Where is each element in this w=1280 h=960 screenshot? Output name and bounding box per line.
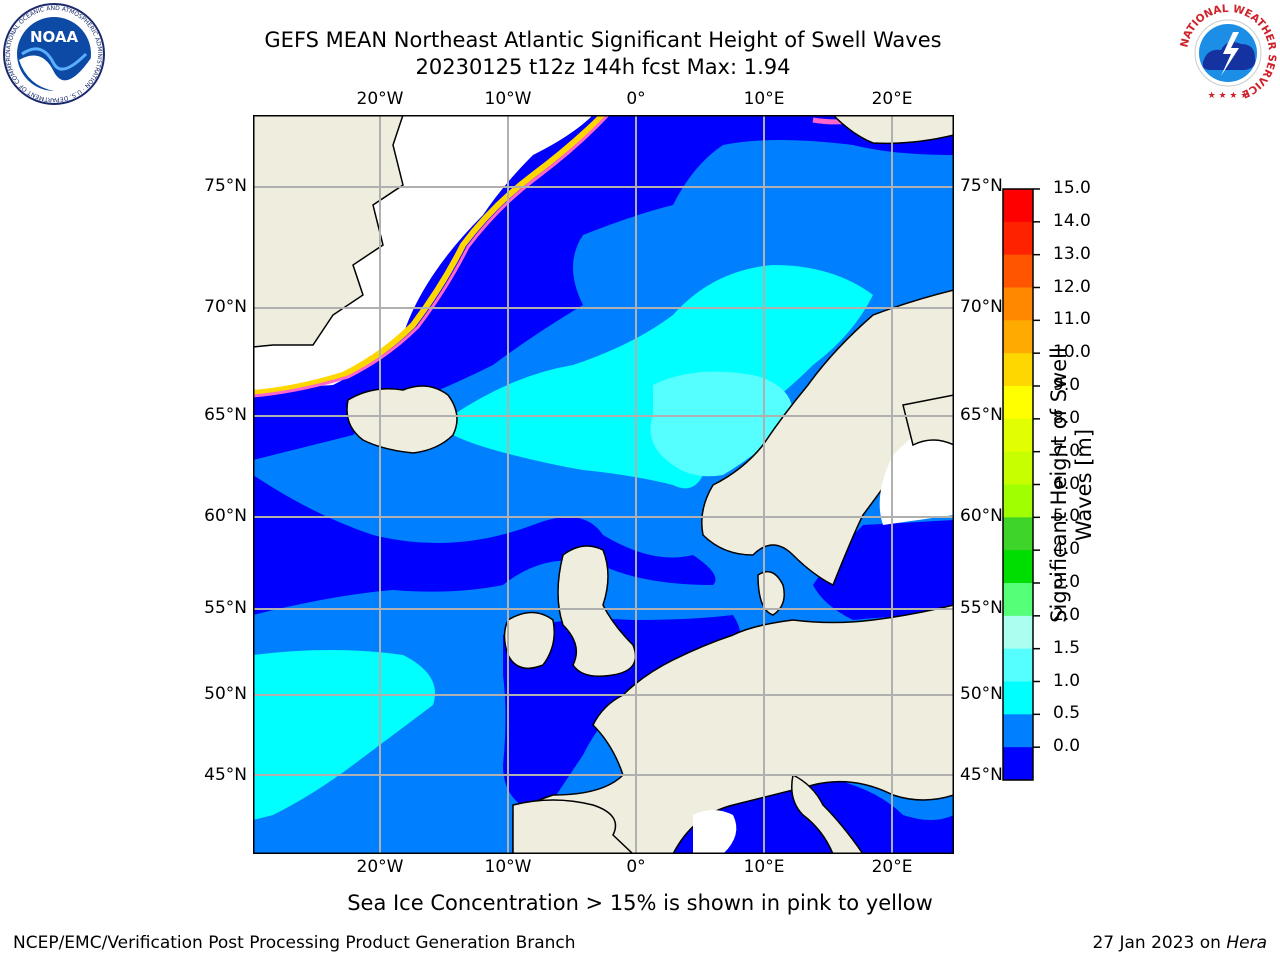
colorbar-tick-label: 1.5 [1053, 637, 1081, 658]
lat-label-right-50n: 50°N [960, 684, 1003, 704]
sea-ice-edge [253, 115, 606, 396]
ocean-higher-band [650, 371, 793, 477]
colorbar-tick-label: 6.0 [1053, 473, 1081, 494]
lat-label-left-55n: 55°N [204, 598, 247, 618]
colorbar-swatch [1003, 287, 1033, 321]
footer-host: Hera [1226, 933, 1267, 953]
lon-label-top-10e: 10°E [743, 89, 785, 109]
colorbar-swatch [1003, 254, 1033, 288]
lon-label-bottom-20e: 20°E [871, 857, 913, 877]
lat-label-left-75n: 75°N [204, 176, 247, 196]
ireland-land [503, 611, 555, 670]
ocean-high-band-norwegian [453, 265, 873, 489]
colorbar-tick-label: 8.0 [1053, 407, 1081, 428]
map-title: GEFS MEAN Northeast Atlantic Significant… [264, 28, 942, 52]
colorbar-swatch [1003, 550, 1033, 584]
footer-branch: NCEP/EMC/Verification Post Processing Pr… [13, 933, 576, 953]
nws-stars-icon: ★ ★ ★ ★ [1208, 91, 1249, 101]
sea-ice-edge-inner [253, 115, 610, 398]
colorbar-swatch [1003, 386, 1033, 420]
colorbar-swatch [1003, 747, 1033, 781]
lat-label-right-70n: 70°N [960, 297, 1003, 317]
colorbar-swatch [1003, 714, 1033, 748]
colorbar-swatch [1003, 615, 1033, 650]
colorbar-tick-label: 5.0 [1053, 506, 1081, 527]
iceland-land [346, 385, 458, 454]
colorbar-swatch [1003, 320, 1033, 354]
lat-label-right-75n: 75°N [960, 176, 1003, 196]
lon-label-bottom-10e: 10°E [743, 857, 785, 877]
med-nodata [693, 810, 737, 854]
nws-logo: NATIONAL WEATHER SERVICE ★ ★ ★ ★ [1178, 3, 1278, 102]
colorbar-tick-label: 7.0 [1053, 440, 1081, 461]
colorbar-swatch [1003, 648, 1033, 682]
italy-land [791, 773, 864, 854]
lat-label-left-60n: 60°N [204, 506, 247, 526]
lat-label-left-65n: 65°N [204, 405, 247, 425]
colorbar-tick-label: 2.0 [1053, 604, 1081, 625]
noaa-logo: NOAA NATIONAL OCEANIC AND ATMOSPHERIC AD… [2, 2, 105, 105]
colorbar-tick-label: 1.0 [1053, 670, 1081, 691]
colorbar-swatch [1003, 451, 1033, 485]
colorbar-swatch [1003, 484, 1033, 518]
lat-label-right-65n: 65°N [960, 405, 1003, 425]
lon-label-bottom-10w: 10°W [484, 857, 532, 877]
ocean-low-band-middle [253, 475, 716, 615]
great-britain-land [557, 545, 637, 677]
ocean-high-band-atlantic [253, 650, 435, 820]
colorbar-title-line1: Significant Height of Swell [1047, 347, 1071, 623]
lat-label-right-45n: 45°N [960, 765, 1003, 785]
colorbar [1002, 188, 1040, 781]
footer-date-text: 27 Jan 2023 on [1092, 933, 1227, 953]
lat-label-left-70n: 70°N [204, 297, 247, 317]
lon-label-bottom-20w: 20°W [356, 857, 404, 877]
lat-label-right-55n: 55°N [960, 598, 1003, 618]
lat-label-left-50n: 50°N [204, 684, 247, 704]
colorbar-tick-label: 12.0 [1053, 276, 1091, 297]
footer-date: 27 Jan 2023 on Hera [1092, 933, 1267, 953]
colorbar-swatch [1003, 517, 1033, 551]
colorbar-tick-label: 14.0 [1053, 210, 1091, 231]
colorbar-swatch [1003, 583, 1033, 617]
sea-ice-note: Sea Ice Concentration > 15% is shown in … [347, 891, 933, 915]
colorbar-tick-label: 11.0 [1053, 309, 1091, 330]
colorbar-tick-label: 13.0 [1053, 243, 1091, 264]
greenland-land [253, 115, 404, 348]
colorbar-swatch [1003, 418, 1033, 453]
map-frame [253, 115, 954, 854]
map-panel [253, 115, 954, 854]
colorbar-tick-label: 15.0 [1053, 178, 1091, 198]
europe-land [512, 604, 954, 854]
colorbar-swatch [1003, 189, 1033, 223]
map-gridlines [253, 115, 954, 854]
colorbar-swatch [1003, 353, 1033, 387]
iberia-land [512, 799, 635, 854]
colorbar-tick-label: 9.0 [1053, 375, 1081, 395]
colorbar-tick-label: 10.0 [1053, 342, 1091, 363]
lon-label-top-10w: 10°W [484, 89, 532, 109]
lon-label-bottom-0: 0° [626, 857, 646, 877]
noaa-logo-text: NOAA [30, 28, 79, 46]
colorbar-tick-label: 0.5 [1053, 703, 1081, 724]
svalbard-land [831, 115, 954, 145]
colorbar-tick-label: 0.0 [1053, 736, 1081, 757]
colorbar-tick-label: 3.0 [1053, 572, 1081, 592]
lon-label-top-20e: 20°E [871, 89, 913, 109]
map-subtitle: 20230125 t12z 144h fcst Max: 1.94 [415, 55, 791, 79]
lat-label-left-45n: 45°N [204, 765, 247, 785]
colorbar-swatch [1003, 221, 1033, 256]
colorbar-swatch [1003, 681, 1033, 715]
colorbar-tick-label: 4.0 [1053, 539, 1081, 560]
colorbar-title-line2: Waves [m] [1072, 428, 1096, 542]
lat-label-right-60n: 60°N [960, 506, 1003, 526]
lon-label-top-0: 0° [626, 89, 646, 109]
lon-label-top-20w: 20°W [356, 89, 404, 109]
